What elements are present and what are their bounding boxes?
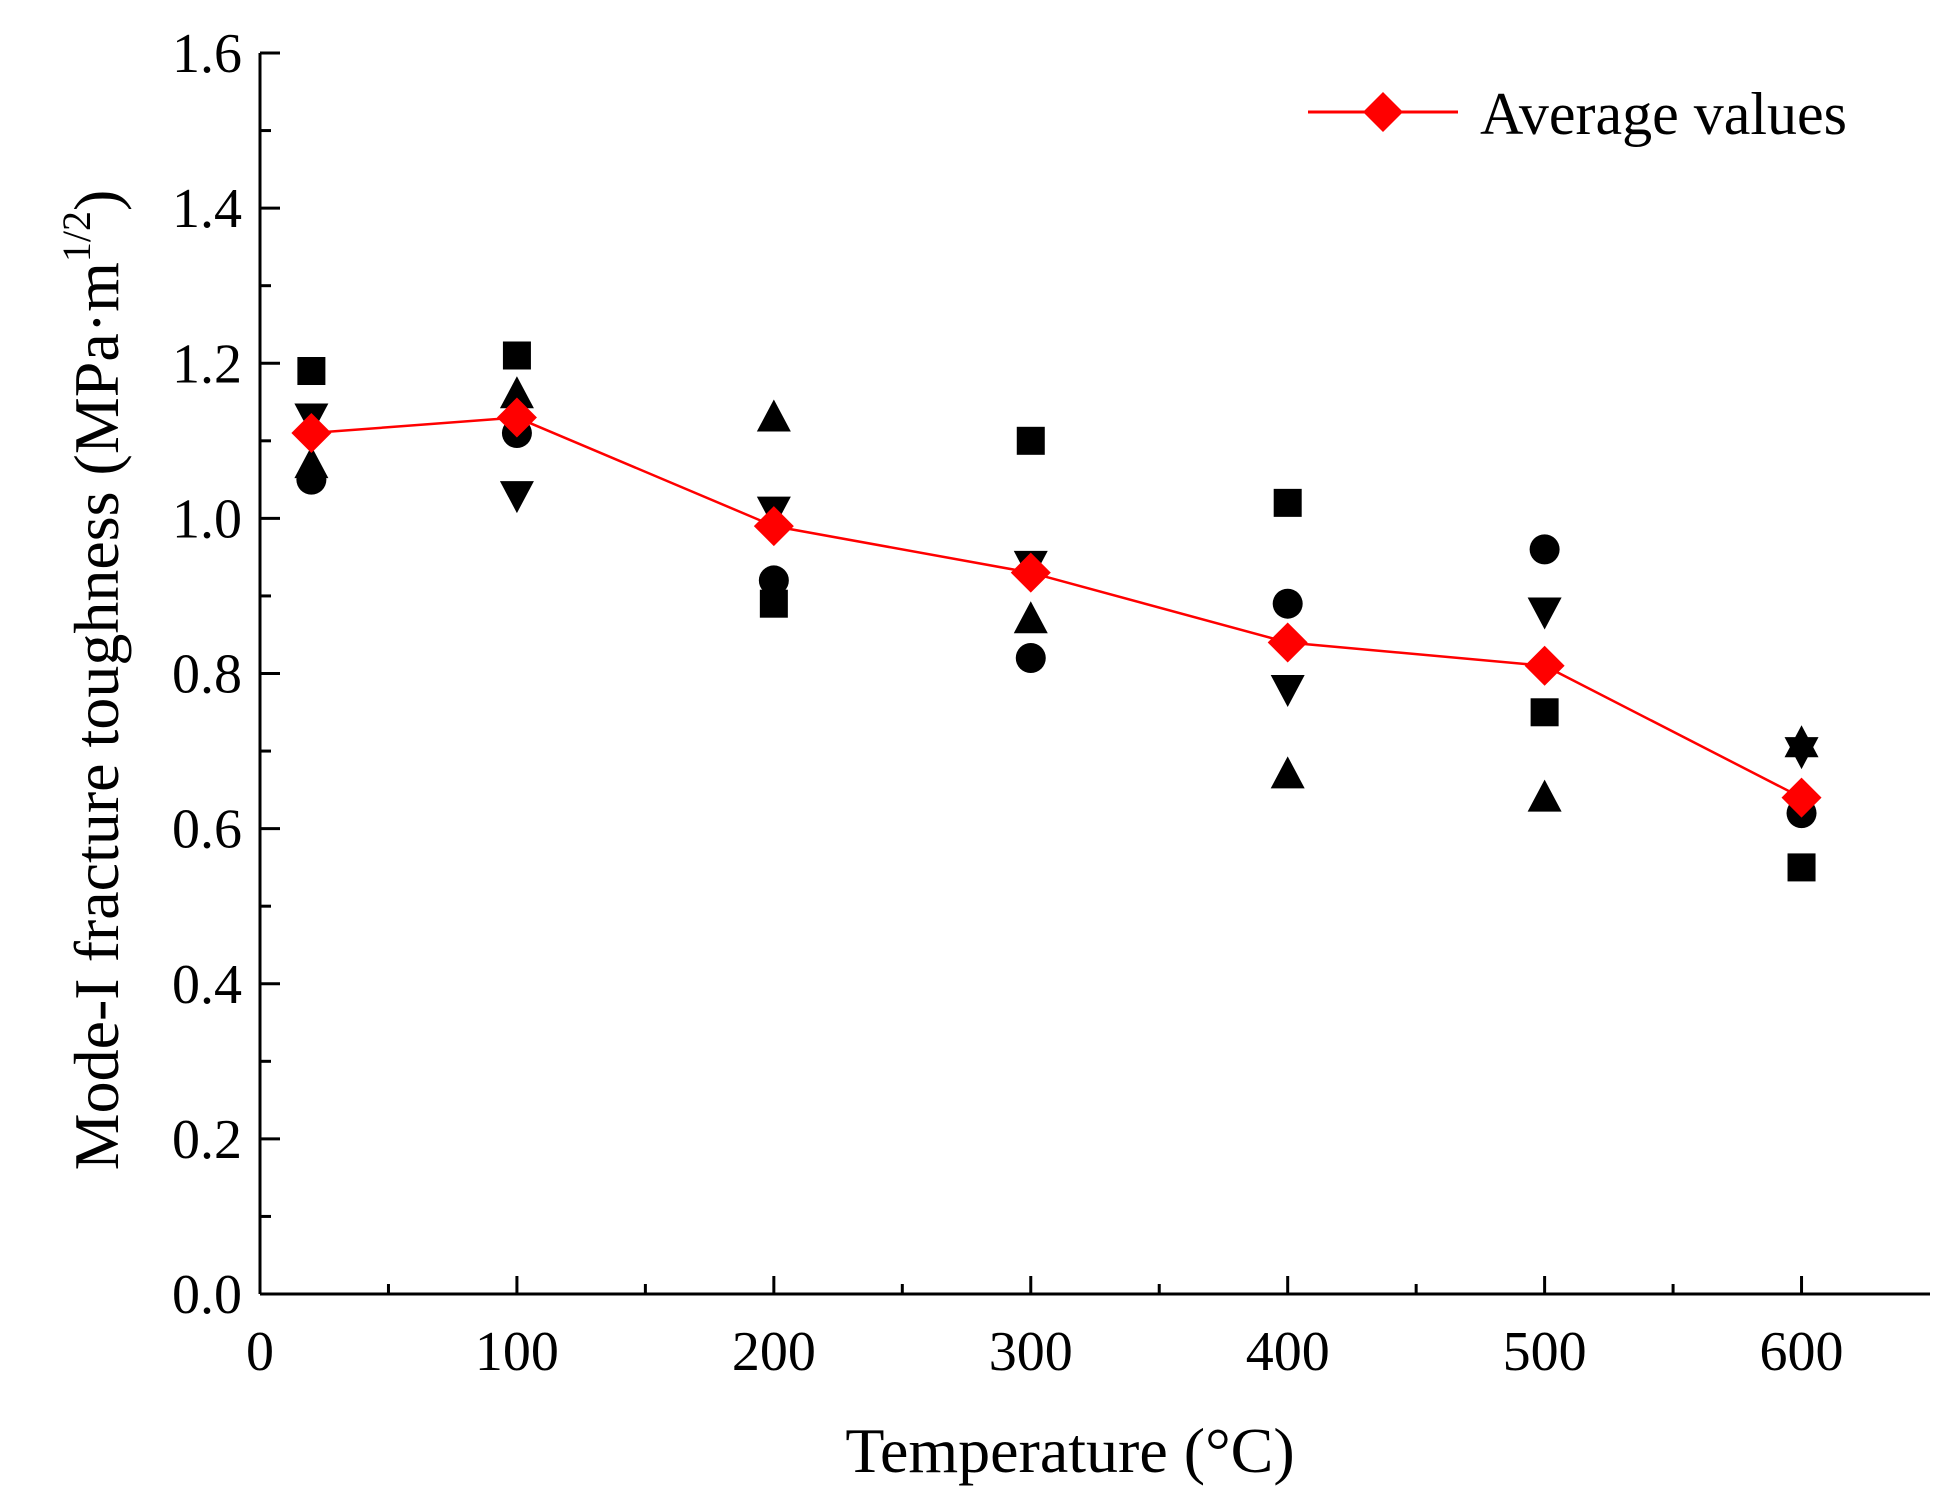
y-tick-label: 0.2 — [172, 1109, 242, 1171]
y-tick-label: 0.0 — [172, 1264, 242, 1326]
square-point — [1273, 488, 1302, 517]
average-diamond-point — [753, 506, 794, 547]
square-point — [502, 341, 531, 370]
y-tick-label: 1.6 — [172, 23, 242, 85]
triangle-down-point — [499, 481, 534, 514]
triangle-up-point — [756, 399, 791, 432]
y-axis-title: Mode-I fracture toughness (MPa·m1/2) — [54, 190, 132, 1171]
average-diamond-point — [291, 413, 332, 454]
y-tick-label: 1.4 — [172, 178, 242, 240]
triangle-up-point — [499, 376, 534, 409]
y-axis-title-close: ) — [61, 190, 132, 211]
markers — [291, 341, 1822, 882]
average-diamond-point — [1781, 777, 1822, 818]
average-diamond-point — [496, 397, 537, 438]
circle-point — [758, 565, 789, 596]
legend-label: Average values — [1480, 81, 1847, 147]
circle-point — [1529, 534, 1560, 565]
x-tick-label: 600 — [1760, 1321, 1844, 1383]
x-axis-title: Temperature (°C) — [845, 1415, 1294, 1486]
axes — [258, 53, 1930, 1296]
y-tick-label: 1.0 — [172, 488, 242, 550]
triangle-up-point — [1270, 756, 1305, 789]
y-tick-label: 0.4 — [172, 954, 242, 1016]
y-tick-label: 0.6 — [172, 799, 242, 861]
triangle-down-point — [1784, 737, 1819, 770]
triangle-up-point — [1527, 779, 1562, 812]
triangle-down-point — [1270, 675, 1305, 708]
average-values-line — [311, 416, 1803, 799]
average-diamond-point — [1524, 645, 1565, 686]
average-diamond-point — [1010, 552, 1051, 593]
legend-diamond-marker — [1363, 92, 1403, 132]
x-tick-label: 500 — [1503, 1321, 1587, 1383]
x-tick-label: 400 — [1246, 1321, 1330, 1383]
triangle-up-point — [294, 446, 329, 479]
average-diamond-point — [1267, 622, 1308, 663]
y-axis-title-main: Mode-I fracture toughness (MPa·m — [61, 262, 132, 1170]
ticks — [258, 51, 1804, 1296]
circle-point — [1015, 642, 1046, 673]
square-point — [297, 357, 326, 386]
legend: Average values — [1308, 81, 1847, 147]
circle-point — [1272, 588, 1303, 619]
x-tick-label: 300 — [989, 1321, 1073, 1383]
average-line-layer — [311, 416, 1803, 799]
triangle-down-point — [1527, 597, 1562, 630]
x-tick-label: 100 — [475, 1321, 559, 1383]
x-tick-label: 0 — [246, 1321, 274, 1383]
y-tick-label: 0.8 — [172, 644, 242, 706]
square-point — [1787, 853, 1816, 882]
tick-labels: 0 100 200 300 400 500 600 0.0 0.2 0.4 0.6 0.8 1.0 1.2… — [172, 23, 1844, 1383]
y-axis-title-superscript: 1/2 — [54, 211, 99, 262]
square-point — [1016, 426, 1045, 455]
triangle-up-point — [1013, 601, 1048, 634]
x-tick-label: 200 — [732, 1321, 816, 1383]
square-point — [1530, 698, 1559, 727]
y-tick-label: 1.2 — [172, 333, 242, 395]
